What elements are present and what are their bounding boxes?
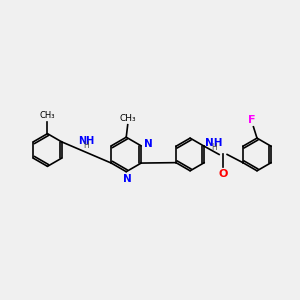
Text: CH₃: CH₃ [119,114,136,123]
Text: N: N [123,174,132,184]
Text: CH₃: CH₃ [40,111,55,120]
Text: N: N [143,140,152,149]
Text: F: F [248,115,255,125]
Text: NH: NH [78,136,94,146]
Text: O: O [218,169,228,179]
Text: NH: NH [205,138,223,148]
Text: H: H [84,141,89,150]
Text: H: H [211,143,217,152]
